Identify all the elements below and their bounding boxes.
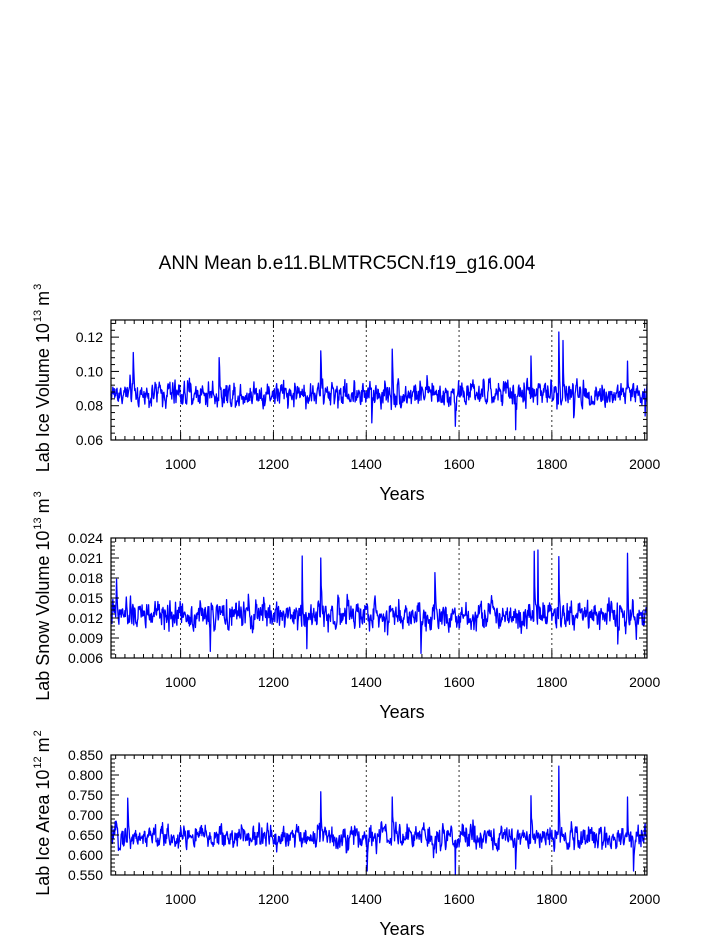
plot-frame [110, 537, 648, 659]
y-tick-label: 0.12 [76, 329, 103, 345]
y-tick-label: 0.650 [68, 827, 103, 843]
y-tick-label: 0.06 [76, 432, 103, 448]
x-tick-label: 1400 [351, 891, 382, 907]
y-tick-label: 0.018 [68, 570, 103, 586]
x-tick-label: 1600 [443, 891, 474, 907]
y-tick-label: 0.700 [68, 807, 103, 823]
y-tick-label: 0.006 [68, 650, 103, 666]
y-tick-label: 0.550 [68, 867, 103, 883]
y-axis-title-text: Lab Snow Volume 10 [33, 531, 53, 701]
y-axis-title-exponent: 13 [32, 517, 44, 529]
chart-panel-1: 1000 1200 1400 1600 1800 2000 0.06 0.08 0.10 0.12… [32, 284, 660, 504]
series-line-2 [110, 549, 648, 654]
x-axis-title: Years [379, 919, 424, 935]
y-tick-label: 0.021 [68, 550, 103, 566]
y-axis-title-exponent: 13 [32, 310, 44, 322]
figure-title: ANN Mean b.e11.BLMTRC5CN.f19_g16.004 [159, 253, 536, 274]
y-axis-title: Lab Snow Volume 10 13 m3 [32, 491, 53, 701]
series-line-3 [110, 765, 648, 876]
x-tick-label: 1200 [258, 456, 289, 472]
y-axis-title-unit: m [33, 498, 53, 513]
x-tick-label: 1600 [443, 456, 474, 472]
x-tick-label: 1200 [258, 674, 289, 690]
x-tick-label: 2000 [629, 674, 660, 690]
y-axis-title: Lab Ice Volume 1013 m3 [32, 284, 53, 472]
x-axis-title: Years [379, 702, 424, 722]
x-tick-label: 1000 [165, 456, 196, 472]
x-tick-label: 1000 [165, 891, 196, 907]
y-tick-label: 0.800 [68, 767, 103, 783]
y-tick-label: 0.850 [68, 747, 103, 763]
y-tick-label: 0.012 [68, 610, 103, 626]
y-tick-label: 0.015 [68, 590, 103, 606]
y-axis-title-unit-exponent: 3 [32, 491, 44, 497]
y-tick-label: 0.10 [76, 363, 103, 379]
x-tick-label: 1800 [536, 891, 567, 907]
y-tick-label: 0.024 [68, 530, 103, 546]
y-tick-label: 0.08 [76, 398, 103, 414]
x-tick-label: 1200 [258, 891, 289, 907]
y-axis-title-unit: m [33, 737, 53, 752]
x-axis-title: Years [379, 484, 424, 504]
y-axis-title-text: Lab Ice Area 10 [33, 770, 53, 896]
x-tick-label: 1400 [351, 674, 382, 690]
x-tick-label: 2000 [629, 891, 660, 907]
series-line-1 [110, 331, 648, 431]
x-tick-label: 1800 [536, 674, 567, 690]
x-tick-label: 2000 [629, 456, 660, 472]
y-axis-title-exponent: 12 [32, 756, 44, 768]
y-tick-label: 0.009 [68, 630, 103, 646]
x-tick-label: 1400 [351, 456, 382, 472]
chart-panel-3: 1000 1200 1400 1600 1800 2000 0.550 0.600 0.650 0… [32, 730, 660, 935]
y-axis-title: Lab Ice Area 10 12 m2 [32, 730, 53, 895]
x-tick-label: 1800 [536, 456, 567, 472]
chart-panel-2: 1000 1200 1400 1600 1800 2000 0.006 0.009 0.012 0… [32, 491, 660, 722]
y-axis-title-unit-exponent: 3 [32, 284, 44, 290]
y-axis-title-unit-exponent: 2 [32, 730, 44, 736]
y-tick-label: 0.750 [68, 787, 103, 803]
y-axis-title-text: Lab Ice Volume 10 [33, 323, 53, 472]
x-tick-label: 1000 [165, 674, 196, 690]
y-tick-label: 0.600 [68, 847, 103, 863]
x-tick-label: 1600 [443, 674, 474, 690]
plot-frame [110, 319, 648, 441]
y-axis-title-unit: m [33, 291, 53, 306]
plot-frame [110, 754, 648, 876]
